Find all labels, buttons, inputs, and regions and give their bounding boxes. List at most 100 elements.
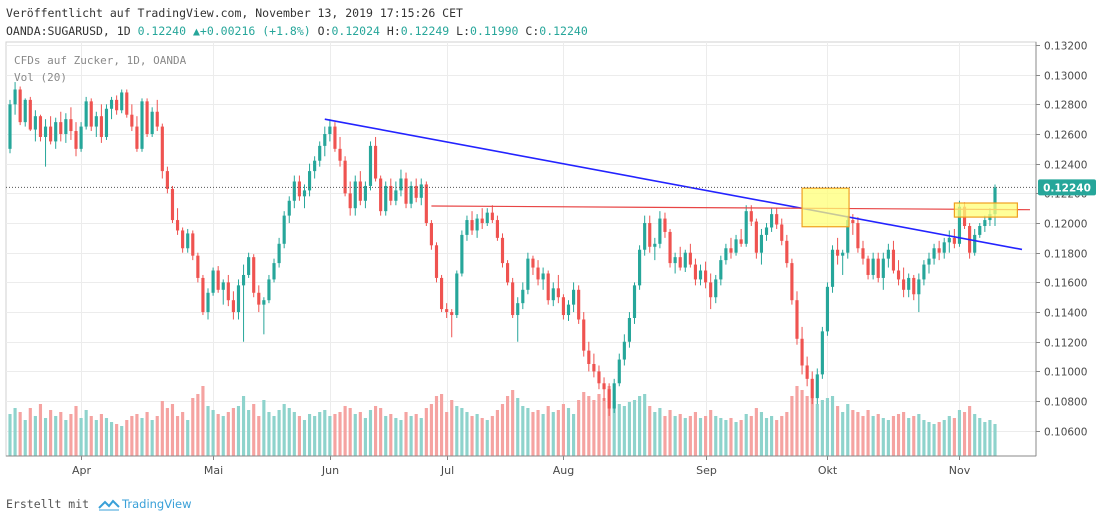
candle-body	[820, 331, 824, 375]
candle-body	[394, 190, 398, 201]
candle-body	[272, 263, 276, 280]
candle-body	[841, 252, 845, 256]
candle-body	[597, 371, 601, 384]
price-tick-label: 0.10600	[1044, 427, 1087, 439]
candle-body	[851, 220, 855, 224]
volume-bar	[780, 416, 784, 456]
volume-bar	[252, 404, 256, 456]
volume-bar	[313, 416, 317, 456]
volume-bar	[445, 412, 449, 456]
candle-body	[612, 383, 616, 409]
volume-bar	[475, 414, 479, 456]
time-axis[interactable]: Apr Mai Jun Jul Aug Sep Okt Nov	[72, 456, 971, 477]
volume-bar	[495, 410, 499, 456]
candle-body	[181, 230, 185, 249]
candle-body	[754, 221, 758, 253]
candle-body	[282, 215, 286, 244]
last-price-tag-label: 0.12240	[1043, 182, 1091, 194]
candle-body	[932, 248, 936, 259]
candle-body	[607, 389, 611, 409]
volume-bar	[572, 414, 576, 456]
candle-body	[993, 187, 997, 215]
volume-bar	[257, 416, 261, 456]
candle-body	[99, 116, 103, 137]
volume-bar	[54, 416, 58, 456]
candle-body	[8, 104, 12, 149]
candle-body	[643, 223, 647, 250]
volume-bar	[759, 412, 764, 456]
volume-bar	[434, 396, 439, 456]
tradingview-logo-icon	[98, 499, 120, 511]
candle-body	[947, 237, 951, 243]
candle-body	[709, 282, 713, 298]
volume-bar	[511, 390, 515, 456]
volume-bar	[231, 408, 235, 456]
volume-bar	[328, 416, 332, 456]
candle-body	[135, 126, 139, 149]
candle-body	[236, 285, 241, 313]
volume-bar	[109, 422, 114, 456]
candle-body	[587, 350, 591, 364]
candle-body	[927, 258, 931, 265]
volume-bar	[866, 410, 870, 456]
volume-bar	[912, 416, 916, 456]
high-value: 0.12249	[400, 24, 450, 38]
candle-body	[942, 242, 946, 253]
candle-body	[191, 233, 195, 256]
published-line: Veröffentlicht auf TradingView.com, Nove…	[6, 6, 463, 20]
volume-bar	[764, 418, 769, 456]
candle-body	[414, 185, 418, 198]
volume-bar	[922, 420, 926, 456]
price-chart[interactable]: CFDs auf Zucker, 1D, OANDA Vol (20) 0.13…	[0, 0, 1100, 490]
volume-bar	[907, 418, 911, 456]
candle-body	[638, 249, 642, 286]
volume-bar	[546, 406, 550, 456]
candle-body	[38, 116, 43, 137]
last-price-marker: 0.12240	[1038, 179, 1096, 196]
volume-bar	[902, 412, 906, 456]
volume-bar	[973, 414, 977, 456]
volume-bar	[673, 416, 677, 456]
drawings[interactable]	[6, 118, 1036, 251]
volume-bar	[84, 410, 88, 456]
candle-body	[775, 214, 779, 225]
volume-bar	[145, 412, 149, 456]
volume-bar	[211, 410, 215, 456]
footer-brand-link[interactable]: TradingView	[122, 497, 192, 511]
candle-body	[719, 260, 723, 280]
volume-bar	[587, 396, 591, 456]
volume-bar	[846, 404, 850, 456]
volume-bar	[815, 404, 819, 456]
price-tick-label: 0.11000	[1044, 367, 1087, 379]
symbol-label[interactable]: OANDA:SUGARUSD, 1D	[6, 24, 131, 38]
volume-bar	[8, 414, 12, 456]
price-axis[interactable]: 0.132000.130000.128000.126000.124000.122…	[1036, 41, 1087, 439]
candle-body	[409, 185, 413, 204]
volume-bar	[460, 408, 464, 456]
candles[interactable]	[8, 82, 997, 416]
candle-body	[247, 257, 251, 275]
candle-body	[561, 297, 566, 316]
candle-body	[460, 234, 464, 274]
candle-body	[896, 270, 901, 280]
volume-bar	[221, 416, 225, 456]
candle-body	[485, 212, 489, 224]
candle-body	[28, 99, 32, 130]
volume-bar	[561, 404, 566, 456]
candle-body	[907, 277, 911, 290]
candle-body	[74, 131, 78, 149]
candle-body	[790, 263, 794, 301]
candle-body	[313, 160, 317, 172]
candle-body	[795, 300, 799, 339]
volume-bar	[556, 410, 560, 456]
candle-body	[495, 220, 499, 238]
volume-bar	[957, 410, 962, 456]
volume-bar	[607, 386, 611, 456]
volume-bar	[165, 408, 169, 456]
candle-body	[902, 279, 906, 290]
time-tick-label: Jul	[440, 464, 454, 477]
candle-body	[338, 148, 342, 161]
volume-bar	[602, 398, 606, 456]
candle-body	[389, 185, 393, 201]
volume-bar	[541, 414, 545, 456]
